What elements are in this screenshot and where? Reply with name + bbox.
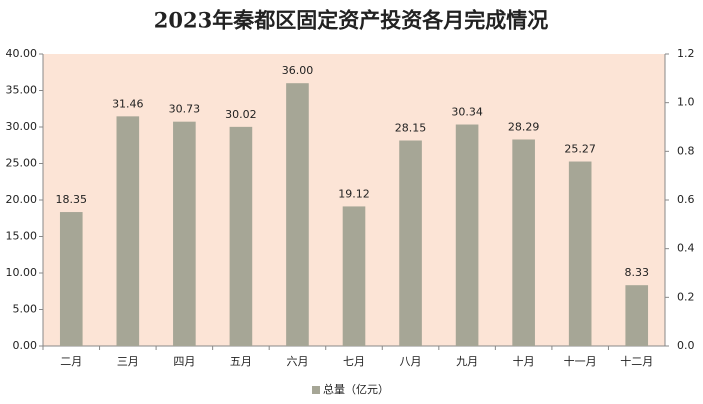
x-tick-label: 十二月 bbox=[620, 354, 653, 368]
x-tick-label: 五月 bbox=[230, 355, 252, 368]
bar bbox=[286, 83, 309, 346]
bar bbox=[568, 161, 592, 346]
bar bbox=[116, 116, 140, 346]
y-tick-label: 0.00 bbox=[13, 339, 38, 352]
value-label: 30.73 bbox=[169, 103, 201, 116]
value-label: 8.33 bbox=[624, 266, 649, 279]
y2-tick-label: 0.8 bbox=[677, 144, 695, 157]
value-label: 19.12 bbox=[338, 187, 370, 200]
value-label: 18.35 bbox=[56, 193, 88, 206]
value-label: 28.29 bbox=[508, 120, 540, 133]
y-tick-label: 20.00 bbox=[6, 193, 38, 206]
x-tick-label: 九月 bbox=[456, 355, 478, 368]
value-label: 30.02 bbox=[225, 108, 257, 121]
y-tick-label: 40.00 bbox=[6, 47, 38, 60]
x-tick-label: 十月 bbox=[513, 354, 535, 368]
y2-tick-label: 0.4 bbox=[677, 242, 695, 255]
bar bbox=[229, 126, 253, 346]
bar bbox=[342, 206, 366, 346]
bar bbox=[625, 285, 649, 346]
y-tick-label: 30.00 bbox=[6, 120, 38, 133]
x-tick-label: 七月 bbox=[343, 355, 365, 368]
y2-tick-label: 0.0 bbox=[677, 339, 695, 352]
legend-swatch bbox=[312, 386, 320, 394]
y2-tick-label: 0.6 bbox=[677, 193, 695, 206]
x-tick-label: 二月 bbox=[60, 355, 82, 368]
value-label: 36.00 bbox=[282, 64, 314, 77]
value-label: 25.27 bbox=[564, 143, 596, 156]
bar bbox=[399, 140, 422, 346]
legend-label: 总量（亿元） bbox=[323, 382, 389, 396]
x-tick-label: 六月 bbox=[286, 355, 308, 368]
y2-tick-label: 1.0 bbox=[677, 96, 695, 109]
x-tick-label: 四月 bbox=[173, 355, 195, 368]
value-label: 30.34 bbox=[451, 106, 483, 119]
y-tick-label: 15.00 bbox=[6, 230, 38, 243]
x-tick-label: 八月 bbox=[400, 355, 422, 368]
bar bbox=[173, 121, 196, 347]
y-tick-label: 25.00 bbox=[6, 157, 38, 170]
x-tick-label: 十一月 bbox=[564, 354, 597, 368]
x-tick-label: 三月 bbox=[117, 355, 139, 368]
y-tick-label: 35.00 bbox=[6, 84, 38, 97]
bar bbox=[512, 139, 535, 346]
y-tick-label: 10.00 bbox=[6, 266, 38, 279]
bar bbox=[59, 212, 83, 346]
bar bbox=[455, 124, 479, 346]
chart-title: 2023年秦都区固定资产投资各月完成情况 bbox=[154, 8, 548, 33]
y2-tick-label: 1.2 bbox=[677, 47, 695, 60]
y2-tick-label: 0.2 bbox=[677, 290, 695, 303]
value-label: 31.46 bbox=[112, 97, 144, 110]
value-label: 28.15 bbox=[395, 122, 427, 135]
y-tick-label: 5.00 bbox=[13, 303, 38, 316]
